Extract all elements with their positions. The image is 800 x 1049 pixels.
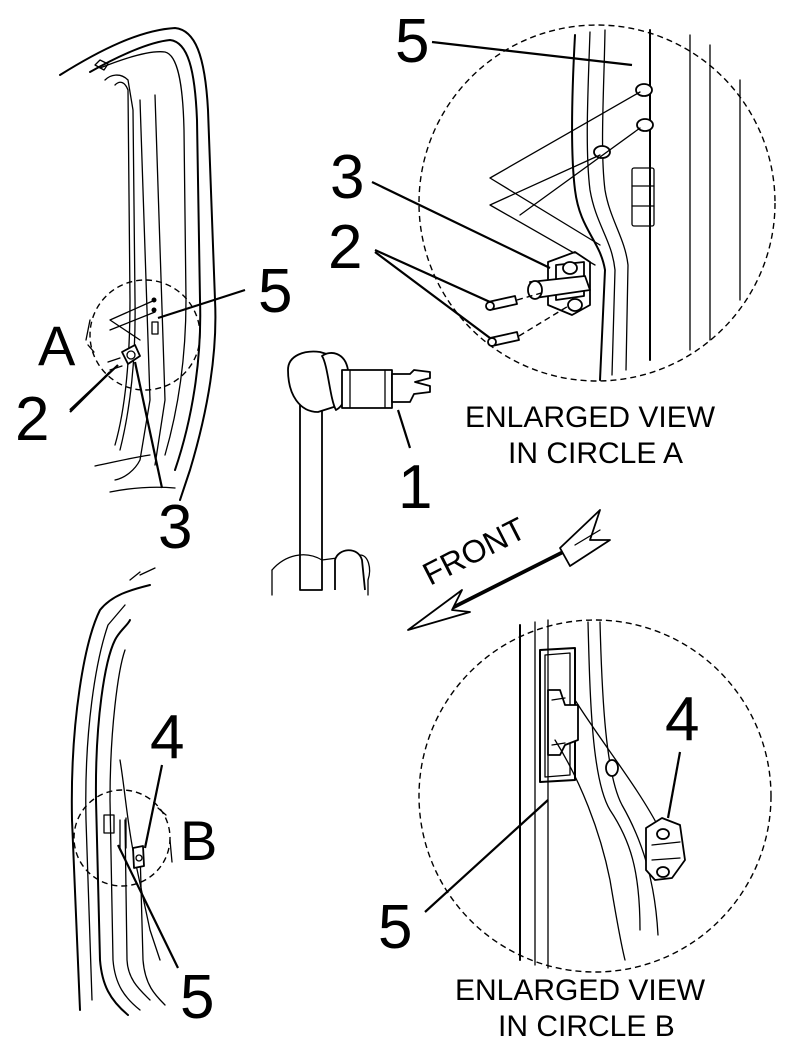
caption-circle-b-line1: ENLARGED VIEW	[455, 974, 706, 1007]
callout-5-circle-a: 5	[395, 7, 429, 76]
circle-b-pointer	[157, 807, 173, 863]
leader-2a-circle-a	[374, 248, 491, 304]
callout-3-top-left: 3	[158, 493, 192, 562]
circle-a-pointer	[85, 319, 95, 353]
callout-2-circle-a: 2	[328, 213, 362, 282]
callout-2-top-left: 2	[15, 385, 49, 454]
leader-4-circle-b	[666, 751, 682, 819]
leader-5-bottom-left	[117, 844, 179, 969]
caption-circle-b-line2: IN CIRCLE B	[498, 1010, 675, 1043]
enlarged-view-circle-a	[418, 24, 776, 382]
circle-b-label: B	[180, 809, 217, 872]
leader-4-bottom-left	[143, 764, 164, 849]
caption-circle-a-line2: IN CIRCLE A	[508, 437, 683, 470]
callout-5-bottom-left: 5	[180, 963, 214, 1032]
front-direction-arrow	[407, 509, 611, 631]
callout-3-circle-a: 3	[330, 143, 364, 212]
circle-a-label: A	[38, 314, 76, 377]
leader-3-circle-a	[371, 181, 551, 269]
door-bottom-left	[70, 567, 171, 1016]
leader-5-top-left	[157, 288, 246, 320]
leader-2b-top-left	[69, 371, 111, 413]
callout-5-circle-b: 5	[378, 893, 412, 962]
enlarged-view-circle-b	[418, 619, 772, 973]
callout-1-ratchet: 1	[398, 453, 432, 522]
leader-1-ratchet	[396, 409, 412, 449]
ratchet-tool	[271, 350, 431, 596]
callout-4-circle-b: 4	[665, 685, 699, 754]
door-top-left	[59, 27, 217, 501]
leader-3-top-left	[133, 361, 164, 489]
front-direction-label: FRONT	[417, 510, 532, 592]
callout-5-top-left: 5	[258, 257, 292, 326]
leader-2b-circle-a	[374, 251, 491, 339]
callout-4-bottom-left: 4	[150, 703, 184, 772]
caption-circle-a-line1: ENLARGED VIEW	[465, 401, 716, 434]
leader-5-circle-a	[431, 40, 633, 67]
leader-5-circle-b	[424, 799, 549, 913]
